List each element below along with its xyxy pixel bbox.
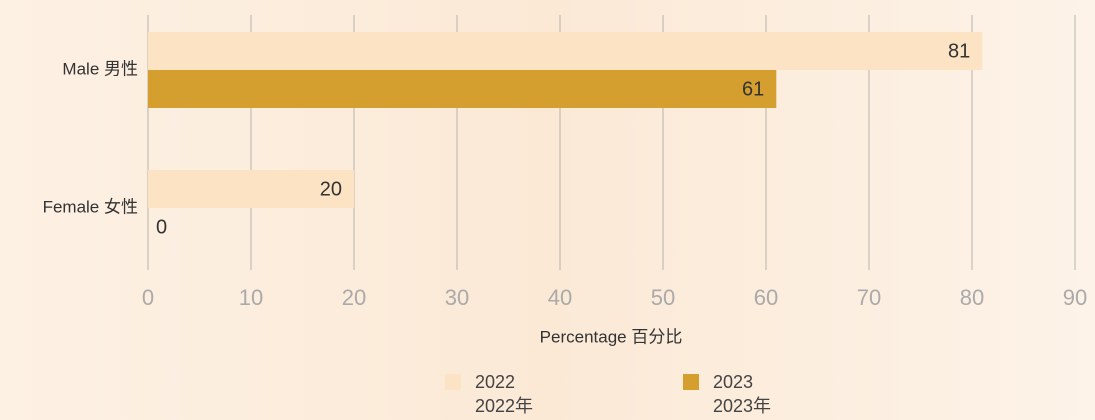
bar <box>148 170 354 208</box>
legend-label: 2022 2022年 <box>475 372 534 416</box>
legend-item: 2022 2022年 <box>445 370 533 418</box>
legend-item: 2023 2023年 <box>683 370 771 418</box>
y-tick-label: Male 男性 <box>62 59 138 78</box>
bar <box>148 70 777 108</box>
y-tick-label: Female 女性 <box>43 197 138 216</box>
x-tick-label: 10 <box>239 285 263 310</box>
legend-label: 2023 2023年 <box>713 372 772 416</box>
x-tick-label: 20 <box>342 285 366 310</box>
bar <box>148 32 983 70</box>
value-label: 81 <box>948 40 970 62</box>
legend-swatch <box>445 374 461 390</box>
x-tick-label: 90 <box>1063 285 1087 310</box>
x-tick-label: 50 <box>651 285 675 310</box>
x-tick-label: 80 <box>960 285 984 310</box>
value-label: 20 <box>320 178 342 200</box>
x-axis-label: Percentage 百分比 <box>540 327 683 346</box>
value-label: 61 <box>742 78 764 100</box>
legend-swatch <box>683 374 699 390</box>
x-tick-label: 60 <box>754 285 778 310</box>
x-tick-label: 0 <box>142 285 154 310</box>
x-tick-label: 40 <box>548 285 572 310</box>
x-tick-label: 30 <box>445 285 469 310</box>
x-tick-label: 70 <box>857 285 881 310</box>
value-label: 0 <box>156 216 167 238</box>
